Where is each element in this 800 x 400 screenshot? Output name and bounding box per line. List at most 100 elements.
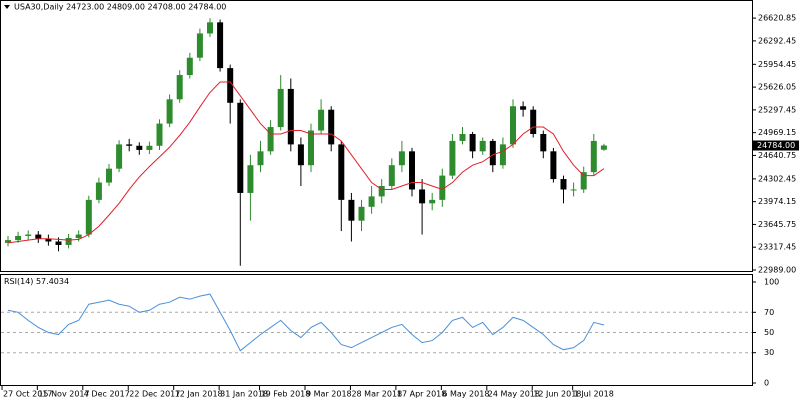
candle-body xyxy=(398,151,405,166)
x-tick-label: 1 Jul 2018 xyxy=(574,390,614,399)
candle-body xyxy=(106,168,112,183)
x-tick-label: 4 Dec 2017 xyxy=(84,390,130,399)
y-tick-label: 26292.45 xyxy=(758,36,796,45)
y-tick-label: 23317.45 xyxy=(758,243,796,252)
candle-body xyxy=(429,199,436,204)
candle-body xyxy=(277,88,284,128)
last-price-box xyxy=(753,140,799,151)
moving-average xyxy=(7,81,605,244)
y-tick-label: 22989.00 xyxy=(758,265,796,274)
x-tick-label: 12 Jun 2018 xyxy=(533,390,581,399)
candle-body xyxy=(146,145,153,150)
rsi-line xyxy=(7,293,605,352)
candle-body xyxy=(530,109,537,134)
candle-body xyxy=(35,234,42,239)
rsi-last-value: 57.4034 xyxy=(36,277,69,286)
candle-body xyxy=(247,165,254,193)
candle-body xyxy=(65,238,72,245)
candle-body xyxy=(257,151,264,166)
candle-body xyxy=(75,234,82,239)
candle-body xyxy=(126,144,133,146)
y-tick-label: 26620.85 xyxy=(758,14,796,23)
candle-body xyxy=(318,109,325,131)
x-tick-label: 17 Apr 2018 xyxy=(397,390,446,399)
x-tick-label: 15 Nov 2017 xyxy=(38,390,89,399)
candle-body xyxy=(358,206,365,221)
candle-body xyxy=(55,241,62,245)
x-tick-label: 28 Mar 2018 xyxy=(351,390,402,399)
y-tick-label: 25954.45 xyxy=(758,60,796,69)
candle-body xyxy=(439,175,446,200)
menu-triangle xyxy=(4,5,10,9)
candle-body xyxy=(15,235,22,241)
candle-body xyxy=(459,133,466,141)
candle-body xyxy=(449,140,456,176)
y-tick-label: 25297.45 xyxy=(758,105,796,114)
candle-body xyxy=(186,57,193,76)
candle-body xyxy=(590,140,597,173)
x-tick-label: 22 Dec 2017 xyxy=(129,390,180,399)
candle-body xyxy=(580,172,587,190)
candle-body xyxy=(328,109,335,145)
candle-body xyxy=(409,151,415,190)
y-tick-label: 50 xyxy=(764,328,774,337)
candle-body xyxy=(348,199,355,221)
candle-body xyxy=(176,75,183,100)
candle-body xyxy=(550,151,557,180)
candle-body xyxy=(419,189,426,204)
candle-body xyxy=(166,99,173,124)
candle-body xyxy=(85,199,92,235)
x-tick-label: 27 Oct 2017 xyxy=(3,390,52,399)
candle-body xyxy=(227,68,234,103)
candle-body xyxy=(479,140,486,152)
last-price-label: 24784.00 xyxy=(757,141,795,150)
candle-body xyxy=(287,88,294,145)
y-tick-label: 23645.75 xyxy=(758,220,796,229)
candle-body xyxy=(116,144,123,169)
y-tick-label: 24969.15 xyxy=(758,128,796,137)
rsi-name: RSI(14) xyxy=(4,277,33,286)
y-tick-label: 0 xyxy=(764,379,769,388)
y-tick-label: 24302.45 xyxy=(758,174,796,183)
candle-body xyxy=(308,130,314,166)
candle-body xyxy=(217,22,224,69)
x-tick-label: 6 May 2018 xyxy=(442,390,489,399)
candle-body xyxy=(338,144,345,200)
y-tick-label: 70 xyxy=(764,308,774,317)
x-tick-label: 9 Mar 2018 xyxy=(306,390,352,399)
candle-body xyxy=(5,240,11,243)
candle-body xyxy=(469,133,476,152)
candle-body xyxy=(45,238,52,242)
candle-body xyxy=(510,106,516,145)
y-tick-label: 23974.15 xyxy=(758,197,796,206)
candle-body xyxy=(388,165,395,187)
candle-body xyxy=(520,106,527,110)
candle-body xyxy=(499,144,506,166)
candle-body xyxy=(297,144,304,166)
price-frame xyxy=(0,0,753,272)
candle-body xyxy=(136,145,143,150)
x-tick-label: 19 Feb 2018 xyxy=(261,390,311,399)
candle-body xyxy=(570,189,577,191)
rsi-title: RSI(14) 57.4034 xyxy=(4,277,69,286)
candle-body xyxy=(540,133,547,152)
rsi-frame xyxy=(0,274,753,386)
candle-body xyxy=(600,145,607,150)
candle-body xyxy=(237,102,244,193)
x-tick-label: 12 Jan 2018 xyxy=(175,390,223,399)
chart-title: USA30,Daily 24723.00 24809.00 24708.00 2… xyxy=(14,3,226,12)
candle-body xyxy=(207,22,213,34)
x-tick-label: 24 May 2018 xyxy=(488,390,540,399)
x-tick-label: 31 Jan 2018 xyxy=(220,390,268,399)
y-tick-label: 100 xyxy=(764,278,779,287)
candle-body xyxy=(267,127,274,152)
candle-body xyxy=(25,234,32,236)
candle-body xyxy=(560,179,567,190)
candle-body xyxy=(378,186,385,197)
y-tick-label: 30 xyxy=(764,348,774,357)
candle-body xyxy=(489,140,496,166)
candle-body xyxy=(156,123,163,146)
candle-body xyxy=(368,196,375,207)
y-tick-label: 25626.05 xyxy=(758,83,796,92)
